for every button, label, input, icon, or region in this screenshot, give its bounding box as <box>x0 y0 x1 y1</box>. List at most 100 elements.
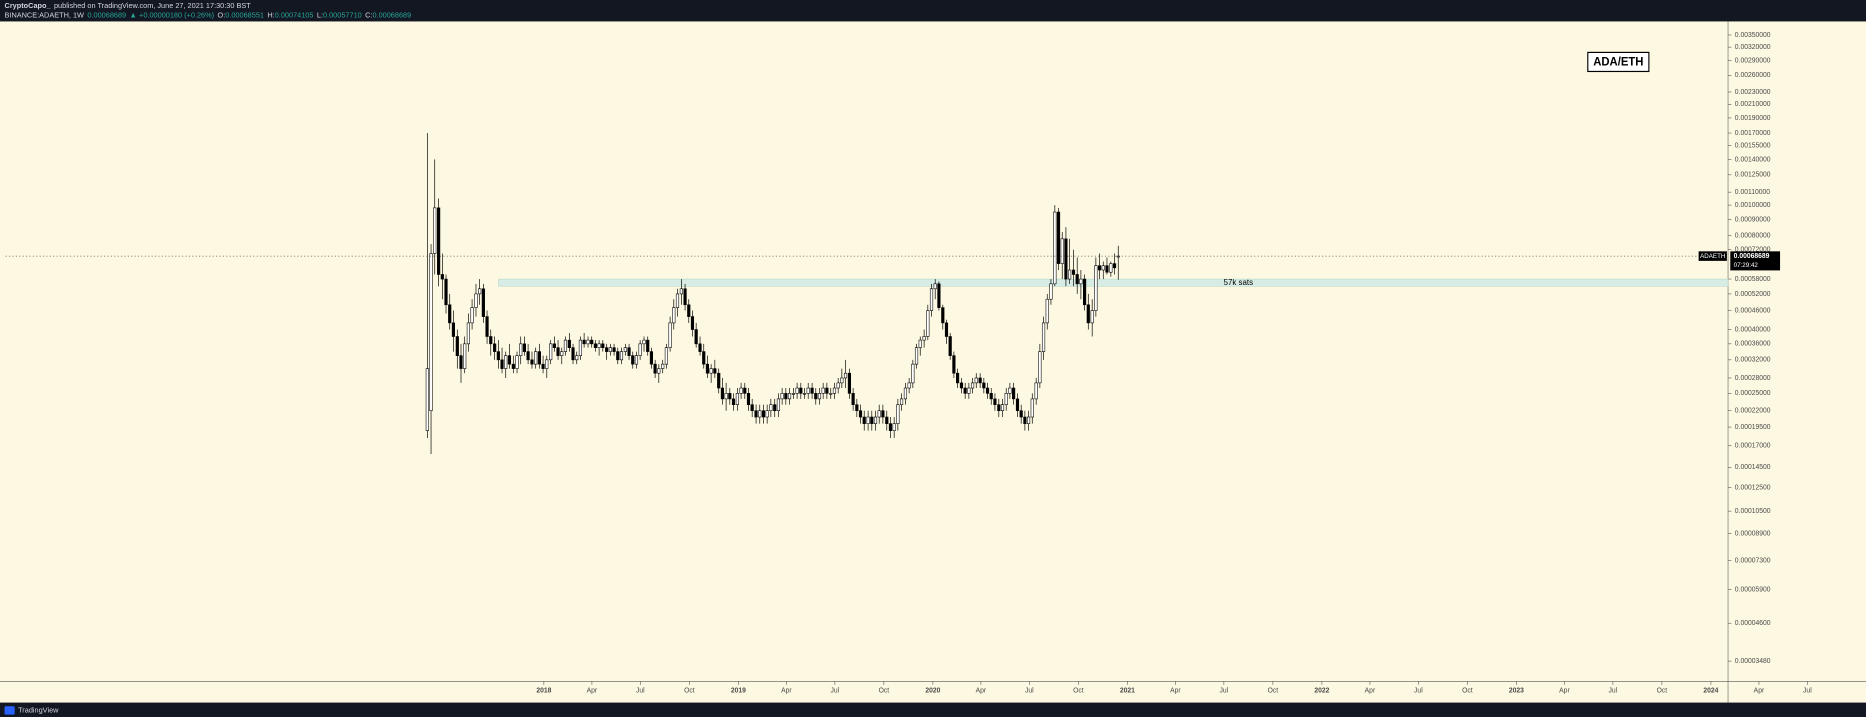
candle-body <box>717 372 721 389</box>
candle-body <box>728 393 732 400</box>
candle-body <box>892 423 896 431</box>
candle-body <box>519 343 523 356</box>
candle-body <box>829 393 833 395</box>
candle-body <box>855 404 859 412</box>
ohlc-label: L: <box>317 10 323 19</box>
candle-body <box>560 351 564 356</box>
x-tick-label: Jul <box>1220 688 1229 695</box>
candle-body <box>638 343 642 356</box>
x-tick-label: 2024 <box>1703 688 1718 695</box>
candle-body <box>649 351 654 365</box>
candle-body <box>437 207 441 275</box>
candle-body <box>993 398 997 405</box>
candle-body <box>929 288 934 311</box>
candle-body <box>1030 398 1034 418</box>
candle-body <box>840 377 844 384</box>
candle-body <box>1038 351 1042 384</box>
y-tick-label: 0.00290000 <box>1735 57 1771 64</box>
candle-body <box>597 343 601 348</box>
candle-body <box>982 382 986 389</box>
candle-body <box>1045 298 1049 324</box>
y-tick-label: 0.00036000 <box>1735 341 1771 348</box>
symbol: BINANCE:ADAETH, 1W <box>5 10 85 19</box>
x-tick-label: Oct <box>1462 688 1473 695</box>
candle-body <box>702 351 706 365</box>
candle-body <box>522 343 526 352</box>
countdown: 07:29:42 <box>1734 262 1759 269</box>
candle-body <box>1026 416 1031 424</box>
header-line-2: BINANCE:ADAETH, 1W 0.00068689 ▲ +0.00000180… <box>5 10 412 19</box>
x-tick-label: Apr <box>1754 688 1765 695</box>
candle-body <box>1105 265 1109 273</box>
x-tick-label: Apr <box>1559 688 1570 695</box>
candle-body <box>474 293 478 308</box>
candle-body <box>567 339 571 348</box>
y-tick-label: 0.00003480 <box>1735 658 1771 665</box>
x-tick-label: 2023 <box>1509 688 1524 695</box>
candle-body <box>959 382 964 389</box>
candle-body <box>661 363 665 369</box>
x-tick-label: Oct <box>879 688 890 695</box>
candle-body <box>425 368 429 431</box>
ohlc-value: 0.00068551 <box>225 10 264 19</box>
footer-bar <box>0 702 1866 717</box>
header-line-1: CryptoCapo_ published on TradingView.com,… <box>5 1 252 10</box>
candle-body <box>754 410 758 418</box>
candle-body <box>791 393 795 395</box>
x-tick-label: Oct <box>1268 688 1279 695</box>
author: CryptoCapo_ <box>5 1 52 10</box>
candle-body <box>1071 269 1076 275</box>
y-tick-label: 0.00012500 <box>1735 484 1771 491</box>
candle-body <box>750 404 754 412</box>
y-tick-label: 0.00190000 <box>1735 115 1771 122</box>
y-tick-label: 0.00100000 <box>1735 202 1771 209</box>
candle-body <box>948 336 952 356</box>
candle-body <box>870 416 874 424</box>
y-tick-label: 0.00140000 <box>1735 156 1771 163</box>
candle-body <box>646 339 650 352</box>
brand-logo <box>4 706 15 715</box>
candle-body <box>903 387 908 400</box>
candle-body <box>571 347 575 361</box>
candle-body <box>773 404 777 412</box>
candle-body <box>672 307 676 324</box>
ohlc-value: 0.00074105 <box>275 10 314 19</box>
chart-title: ADA/ETH <box>1593 55 1643 68</box>
candle-body <box>1012 387 1016 400</box>
candle-body <box>896 404 900 424</box>
title-box <box>1587 51 1650 73</box>
candle-body <box>593 343 597 348</box>
candle-body <box>623 347 627 352</box>
x-tick-label: Apr <box>1170 688 1181 695</box>
candle-body <box>802 393 807 395</box>
x-tick-label: Jul <box>1025 688 1034 695</box>
candle-body <box>608 347 612 352</box>
price-tag-bg <box>1730 251 1781 271</box>
candle-body <box>511 363 515 369</box>
x-tick-label: Apr <box>1365 688 1376 695</box>
candle-body <box>967 387 971 394</box>
candle-body <box>825 387 829 394</box>
candle-body <box>1101 265 1105 271</box>
y-tick-label: 0.00052000 <box>1735 291 1771 298</box>
candle-body <box>556 347 560 356</box>
candle-body <box>888 423 893 431</box>
candle-body <box>858 410 863 418</box>
candle-body <box>1075 274 1079 285</box>
candle-body <box>743 387 747 394</box>
plot: 0.00350000 0.00320000 0.00290000 0.00260000… <box>5 32 1812 695</box>
y-tick-label: 0.00025000 <box>1735 390 1771 397</box>
x-tick-label: Jul <box>1803 688 1812 695</box>
candle-body <box>1004 393 1008 405</box>
candle-body <box>429 253 433 412</box>
candle-body <box>997 404 1001 412</box>
candle-body <box>586 339 590 345</box>
candle-body <box>866 416 870 424</box>
candle-body <box>657 368 661 374</box>
band-label: 57k sats <box>1224 278 1253 287</box>
candle-body <box>963 387 967 394</box>
candle-body <box>1049 283 1053 300</box>
candle-body <box>885 416 889 424</box>
candle-body <box>1086 304 1090 324</box>
